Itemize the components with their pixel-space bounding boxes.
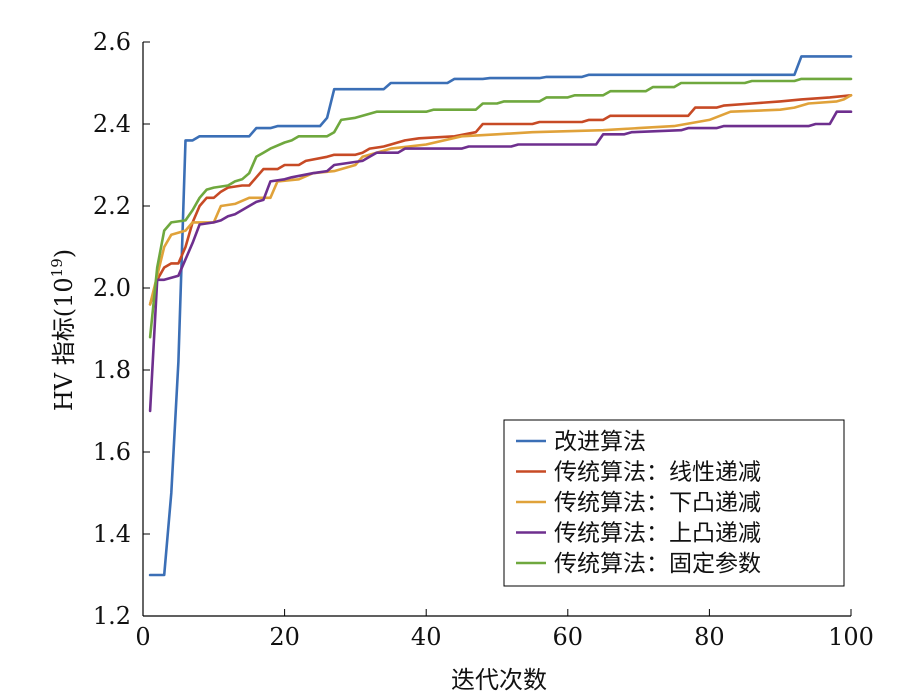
legend-label-5: 传统算法：固定参数: [554, 551, 761, 577]
y-tick-label: 2.6: [93, 28, 131, 56]
y-axis-title: HV 指标(1019): [48, 249, 78, 411]
legend-box: [503, 419, 845, 587]
series-line-2: [148, 94, 853, 306]
legend-label-4: 传统算法：上凸递减: [554, 521, 761, 547]
series-line-3: [148, 94, 853, 306]
y-tick-label: 1.2: [93, 602, 131, 630]
series-line-5: [148, 77, 853, 339]
y-axis-title-close: ): [50, 249, 78, 258]
y-tick-label: 2.4: [93, 110, 131, 138]
plot-area: [142, 42, 851, 617]
y-tick-label: 1.8: [93, 356, 131, 384]
y-axis-title-exponent: 19: [48, 258, 66, 277]
series-line-4: [148, 110, 853, 413]
legend-label-1: 改进算法: [554, 429, 646, 455]
series-line-1: [148, 55, 853, 577]
x-tick-label: 100: [828, 623, 874, 651]
legend-label-3: 传统算法：下凸递减: [554, 490, 761, 516]
y-tick-label: 2.0: [93, 274, 131, 302]
x-tick-label: 0: [135, 623, 150, 651]
x-tick-label: 80: [694, 623, 725, 651]
series-lines: [148, 55, 853, 577]
x-axis-title: 迭代次数: [451, 666, 547, 694]
x-tick-label: 20: [269, 623, 300, 651]
axis-ticks: 0 20 40 60 80 100 1.2 1.4 1.6 1.8 2.0 2.2 2.4 2.6: [93, 28, 874, 651]
x-tick-label: 40: [411, 623, 442, 651]
x-tick-label: 60: [553, 623, 584, 651]
y-tick-label: 1.4: [93, 520, 131, 548]
y-axis-title-main: HV 指标(10: [50, 277, 78, 411]
legend-label-2: 传统算法：线性递减: [554, 460, 761, 486]
y-tick-label: 1.6: [93, 438, 131, 466]
y-tick-label: 2.2: [93, 192, 131, 220]
